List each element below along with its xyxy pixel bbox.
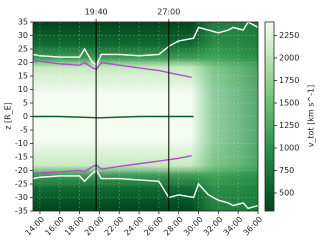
x-tick-label: 36:00 bbox=[242, 215, 265, 238]
y-tick-label: 0 bbox=[23, 112, 28, 121]
x-tick-label: 26:00 bbox=[142, 215, 165, 238]
colorbar-tick-label: 2250 bbox=[279, 31, 299, 40]
colorbar-tick-label: 1500 bbox=[279, 99, 299, 108]
y-tick-label: -25 bbox=[15, 180, 28, 189]
plot-frame bbox=[32, 21, 259, 212]
y-tick-label: -35 bbox=[15, 207, 28, 216]
marker-label: 19:40 bbox=[85, 8, 108, 17]
y-tick-label: 25 bbox=[18, 45, 28, 54]
data-line bbox=[32, 21, 259, 67]
x-tick-label: 14:00 bbox=[23, 215, 46, 238]
colorbar-tick-label: 500 bbox=[279, 189, 294, 198]
colorbar-tick-label: 1250 bbox=[279, 121, 299, 130]
x-tick-label: 22:00 bbox=[103, 215, 126, 238]
x-tick-label: 34:00 bbox=[222, 215, 245, 238]
y-tick-label: 30 bbox=[18, 31, 28, 40]
y-tick-label: -5 bbox=[20, 126, 28, 135]
colorbar-frame bbox=[264, 21, 275, 212]
colorbar-tick-label: 1000 bbox=[279, 144, 299, 153]
colorbar-tick-label: 1750 bbox=[279, 76, 299, 85]
y-tick-label: -30 bbox=[15, 193, 28, 202]
y-tick-label: -15 bbox=[15, 153, 28, 162]
x-tick-label: 16:00 bbox=[43, 215, 66, 238]
x-tick-label: 28:00 bbox=[162, 215, 185, 238]
y-axis-label: z [R_E] bbox=[4, 102, 13, 130]
y-tick-label: 5 bbox=[23, 99, 28, 108]
colorbar-label: v_tot [km s^-1] bbox=[307, 85, 316, 148]
x-tick-label: 32:00 bbox=[202, 215, 225, 238]
x-tick-label: 18:00 bbox=[63, 215, 86, 238]
y-tick-label: 20 bbox=[18, 58, 28, 67]
x-tick-label: 24:00 bbox=[123, 215, 146, 238]
data-line bbox=[32, 169, 259, 210]
y-tick-label: 15 bbox=[18, 72, 28, 81]
colorbar-tick-label: 750 bbox=[279, 166, 294, 175]
x-tick-label: 30:00 bbox=[182, 215, 205, 238]
colorbar bbox=[265, 22, 274, 211]
marker-label: 27:00 bbox=[157, 8, 180, 17]
colorbar-tick-label: 2000 bbox=[279, 54, 299, 63]
x-tick-label: 20:00 bbox=[83, 215, 106, 238]
y-tick-label: -20 bbox=[15, 166, 28, 175]
y-tick-label: -10 bbox=[15, 139, 28, 148]
y-tick-label: 35 bbox=[18, 18, 28, 27]
data-line bbox=[33, 115, 194, 119]
y-tick-label: 10 bbox=[18, 85, 28, 94]
